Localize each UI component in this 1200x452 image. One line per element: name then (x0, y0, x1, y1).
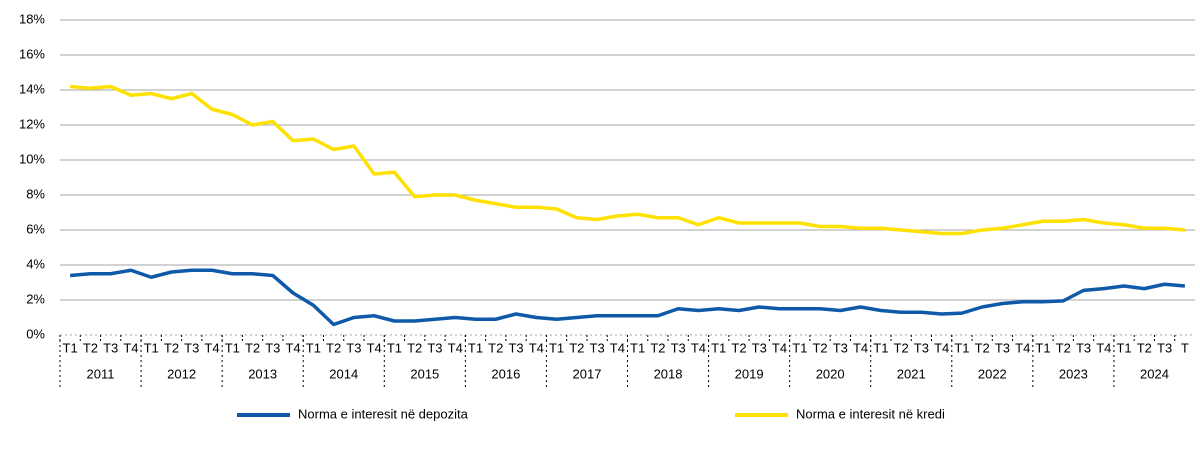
x-tick-label: T4 (448, 340, 463, 355)
x-tick-label: T3 (671, 340, 686, 355)
year-label: 2018 (654, 366, 683, 381)
year-label: 2015 (410, 366, 439, 381)
x-tick-label: T4 (610, 340, 625, 355)
line-series (69, 268, 1186, 327)
y-tick-label: 0% (26, 326, 45, 341)
x-tick-label: T4 (934, 340, 949, 355)
x-tick-label: T2 (894, 340, 909, 355)
x-tick-label: T1 (873, 340, 888, 355)
year-label: 2019 (735, 366, 764, 381)
x-tick-label: T1 (1116, 340, 1131, 355)
legend-label: Norma e interesit në depozita (298, 406, 469, 421)
x-tick-label: T3 (590, 340, 605, 355)
line-series (69, 84, 1186, 236)
x-tick-label: T3 (427, 340, 442, 355)
x-tick-label: T4 (772, 340, 787, 355)
x-tick-label: T3 (833, 340, 848, 355)
x-tick-label: T1 (468, 340, 483, 355)
x-tick-label: T1 (954, 340, 969, 355)
x-tick-label: T2 (731, 340, 746, 355)
x-tick-label: T2 (569, 340, 584, 355)
x-tick-label: T2 (245, 340, 260, 355)
x-tick-label: T2 (812, 340, 827, 355)
x-tick-label: T3 (346, 340, 361, 355)
x-tick-label: T4 (204, 340, 219, 355)
x-tick-label: T1 (792, 340, 807, 355)
x-tick-label: T3 (1157, 340, 1172, 355)
x-tick-label: T1 (144, 340, 159, 355)
x-tick-label: T4 (1096, 340, 1111, 355)
x-tick-label: T3 (184, 340, 199, 355)
y-tick-label: 2% (26, 291, 45, 306)
x-tick-label: T2 (326, 340, 341, 355)
year-label: 2014 (329, 366, 358, 381)
x-tick-label: T3 (1076, 340, 1091, 355)
y-tick-label: 18% (19, 11, 45, 26)
x-tick-label: T1 (225, 340, 240, 355)
y-tick-label: 12% (19, 116, 45, 131)
x-tick-label: T1 (1035, 340, 1050, 355)
x-tick-label: T3 (752, 340, 767, 355)
y-tick-label: 10% (19, 151, 45, 166)
year-label: 2013 (248, 366, 277, 381)
x-tick-label: T4 (853, 340, 868, 355)
year-label: 2024 (1140, 366, 1169, 381)
y-tick-label: 4% (26, 256, 45, 271)
year-label: 2016 (491, 366, 520, 381)
x-tick-label: T3 (914, 340, 929, 355)
x-tick-label: T (1181, 340, 1189, 355)
x-tick-label: T2 (650, 340, 665, 355)
x-tick-label: T4 (529, 340, 544, 355)
x-tick-label: T4 (285, 340, 300, 355)
x-tick-label: T1 (711, 340, 726, 355)
x-tick-label: T4 (367, 340, 382, 355)
x-tick-label: T2 (164, 340, 179, 355)
x-tick-label: T2 (975, 340, 990, 355)
x-tick-label: T3 (103, 340, 118, 355)
y-tick-label: 16% (19, 46, 45, 61)
x-tick-label: T3 (508, 340, 523, 355)
x-tick-label: T3 (995, 340, 1010, 355)
year-label: 2011 (87, 366, 115, 381)
x-tick-label: T4 (1015, 340, 1030, 355)
x-tick-label: T2 (488, 340, 503, 355)
year-label: 2021 (897, 366, 926, 381)
x-tick-label: T2 (407, 340, 422, 355)
x-tick-label: T1 (630, 340, 645, 355)
legend-label: Norma e interesit në kredi (796, 406, 945, 421)
x-tick-label: T1 (63, 340, 78, 355)
x-tick-label: T2 (1056, 340, 1071, 355)
x-tick-label: T2 (83, 340, 98, 355)
y-tick-label: 6% (26, 221, 45, 236)
x-tick-label: T4 (123, 340, 138, 355)
y-tick-label: 8% (26, 186, 45, 201)
x-tick-label: T4 (691, 340, 706, 355)
x-tick-label: T1 (549, 340, 564, 355)
year-label: 2017 (573, 366, 602, 381)
y-tick-label: 14% (19, 81, 45, 96)
year-label: 2022 (978, 366, 1007, 381)
x-tick-label: T1 (387, 340, 402, 355)
year-label: 2012 (167, 366, 196, 381)
x-tick-label: T1 (306, 340, 321, 355)
year-label: 2023 (1059, 366, 1088, 381)
year-label: 2020 (816, 366, 845, 381)
x-tick-label: T2 (1137, 340, 1152, 355)
x-tick-label: T3 (265, 340, 280, 355)
